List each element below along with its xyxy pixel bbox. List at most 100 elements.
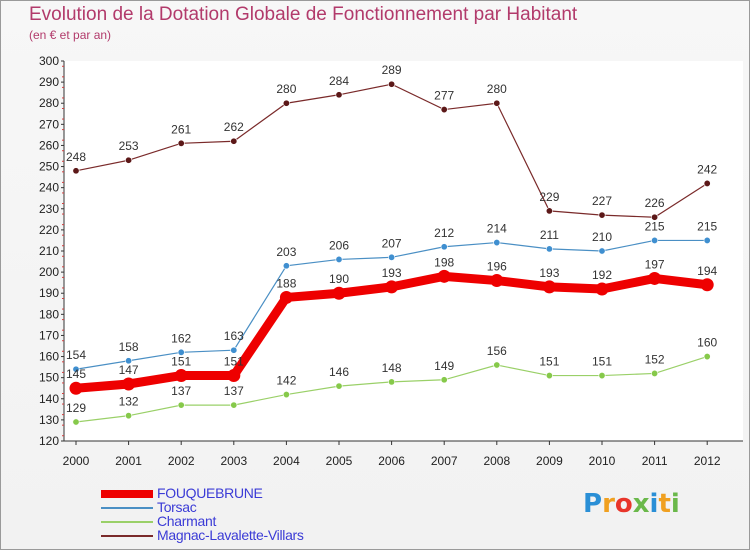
- y-tick-label: 280: [39, 96, 59, 110]
- data-point-torsac: [388, 253, 396, 261]
- y-tick-label: 270: [39, 117, 59, 131]
- data-label-charmant: 146: [329, 365, 349, 379]
- data-point-charmant: [493, 361, 501, 369]
- data-label-charmant: 137: [224, 384, 244, 398]
- data-label-charmant: 160: [697, 336, 717, 350]
- data-label-magnac-lavalette-villars: 242: [697, 162, 717, 176]
- legend-swatch-torsac: [101, 507, 153, 509]
- data-label-magnac-lavalette-villars: 280: [276, 82, 296, 96]
- data-point-fouquebrune: [122, 377, 136, 391]
- data-point-fouquebrune: [332, 286, 346, 300]
- logo-letter: x: [632, 489, 650, 519]
- data-point-charmant: [230, 401, 238, 409]
- legend-swatch-charmant: [101, 521, 153, 523]
- data-point-torsac: [335, 255, 343, 263]
- data-label-charmant: 129: [66, 401, 86, 415]
- chart-title: Evolution de la Dotation Globale de Fonc…: [29, 4, 578, 25]
- y-tick-label: 300: [39, 54, 59, 68]
- legend-item-fouquebrune: FOUQUEBRUNE: [101, 485, 401, 501]
- data-point-fouquebrune: [648, 271, 662, 285]
- data-label-torsac: 210: [592, 230, 612, 244]
- data-point-fouquebrune: [279, 290, 293, 304]
- data-point-torsac: [651, 236, 659, 244]
- y-tick-label: 210: [39, 244, 59, 258]
- y-tick-label: 230: [39, 202, 59, 216]
- data-label-magnac-lavalette-villars: 262: [224, 120, 244, 134]
- logo-letter: P: [583, 489, 603, 519]
- legend-label-torsac: Torsac: [157, 499, 197, 515]
- data-label-torsac: 211: [540, 228, 559, 242]
- data-label-magnac-lavalette-villars: 280: [487, 82, 507, 96]
- y-tick-label: 140: [39, 392, 59, 406]
- data-label-magnac-lavalette-villars: 289: [382, 63, 402, 77]
- data-point-fouquebrune: [542, 280, 556, 294]
- x-tick-label: 2000: [63, 454, 90, 468]
- data-label-charmant: 156: [487, 344, 507, 358]
- data-point-magnac-lavalette-villars: [282, 99, 290, 107]
- data-label-torsac: 207: [382, 236, 402, 250]
- data-label-charmant: 149: [434, 359, 454, 373]
- data-point-charmant: [282, 391, 290, 399]
- x-tick-label: 2011: [642, 454, 668, 468]
- chart-legend: FOUQUEBRUNE Torsac Charmant Magnac-Laval…: [101, 485, 401, 543]
- data-point-torsac: [598, 247, 606, 255]
- data-label-magnac-lavalette-villars: 229: [539, 190, 559, 204]
- data-point-magnac-lavalette-villars: [177, 139, 185, 147]
- data-point-fouquebrune: [174, 369, 188, 383]
- data-point-charmant: [651, 369, 659, 377]
- data-label-torsac: 214: [487, 222, 507, 236]
- data-point-fouquebrune: [700, 278, 714, 292]
- legend-swatch-magnac: [101, 535, 153, 537]
- data-label-magnac-lavalette-villars: 284: [329, 74, 349, 88]
- logo-letter: t: [658, 489, 671, 519]
- data-label-fouquebrune: 192: [592, 268, 612, 282]
- x-tick-label: 2012: [694, 454, 721, 468]
- data-point-fouquebrune: [437, 269, 451, 283]
- data-point-torsac: [440, 243, 448, 251]
- y-tick-label: 260: [39, 138, 59, 152]
- data-point-magnac-lavalette-villars: [72, 167, 80, 175]
- data-point-magnac-lavalette-villars: [598, 211, 606, 219]
- data-label-charmant: 148: [382, 361, 402, 375]
- data-point-torsac: [72, 365, 80, 373]
- data-label-magnac-lavalette-villars: 248: [66, 150, 86, 164]
- data-label-fouquebrune: 188: [276, 276, 296, 290]
- data-point-charmant: [72, 418, 80, 426]
- data-point-torsac: [177, 348, 185, 356]
- data-label-fouquebrune: 145: [66, 367, 86, 381]
- legend-label-magnac: Magnac-Lavalette-Villars: [157, 527, 304, 543]
- data-label-fouquebrune: 151: [171, 355, 191, 369]
- y-tick-label: 290: [39, 75, 59, 89]
- data-point-charmant: [335, 382, 343, 390]
- legend-label-fouquebrune: FOUQUEBRUNE: [157, 485, 263, 501]
- y-tick-label: 200: [39, 265, 59, 279]
- data-label-magnac-lavalette-villars: 226: [645, 196, 665, 210]
- data-point-magnac-lavalette-villars: [703, 179, 711, 187]
- data-point-torsac: [282, 262, 290, 270]
- y-tick-label: 240: [39, 181, 59, 195]
- y-tick-label: 160: [39, 350, 59, 364]
- logo-letter: o: [614, 489, 633, 519]
- data-label-charmant: 152: [645, 352, 665, 366]
- data-label-charmant: 142: [276, 374, 296, 388]
- data-label-torsac: 158: [119, 340, 139, 354]
- data-label-fouquebrune: 190: [329, 272, 349, 286]
- logo-letter: i: [649, 489, 659, 519]
- x-tick-label: 2006: [378, 454, 405, 468]
- x-tick-label: 2010: [589, 454, 616, 468]
- data-label-fouquebrune: 147: [119, 363, 139, 377]
- data-point-magnac-lavalette-villars: [440, 106, 448, 114]
- data-point-charmant: [125, 412, 133, 420]
- x-tick-label: 2008: [483, 454, 510, 468]
- data-point-charmant: [177, 401, 185, 409]
- x-tick-label: 2003: [220, 454, 247, 468]
- data-point-magnac-lavalette-villars: [545, 207, 553, 215]
- data-point-magnac-lavalette-villars: [388, 80, 396, 88]
- data-label-charmant: 132: [119, 395, 139, 409]
- data-label-fouquebrune: 197: [645, 257, 665, 271]
- x-tick-label: 2009: [536, 454, 563, 468]
- data-point-torsac: [493, 239, 501, 247]
- data-label-charmant: 151: [539, 355, 559, 369]
- data-label-torsac: 162: [171, 331, 191, 345]
